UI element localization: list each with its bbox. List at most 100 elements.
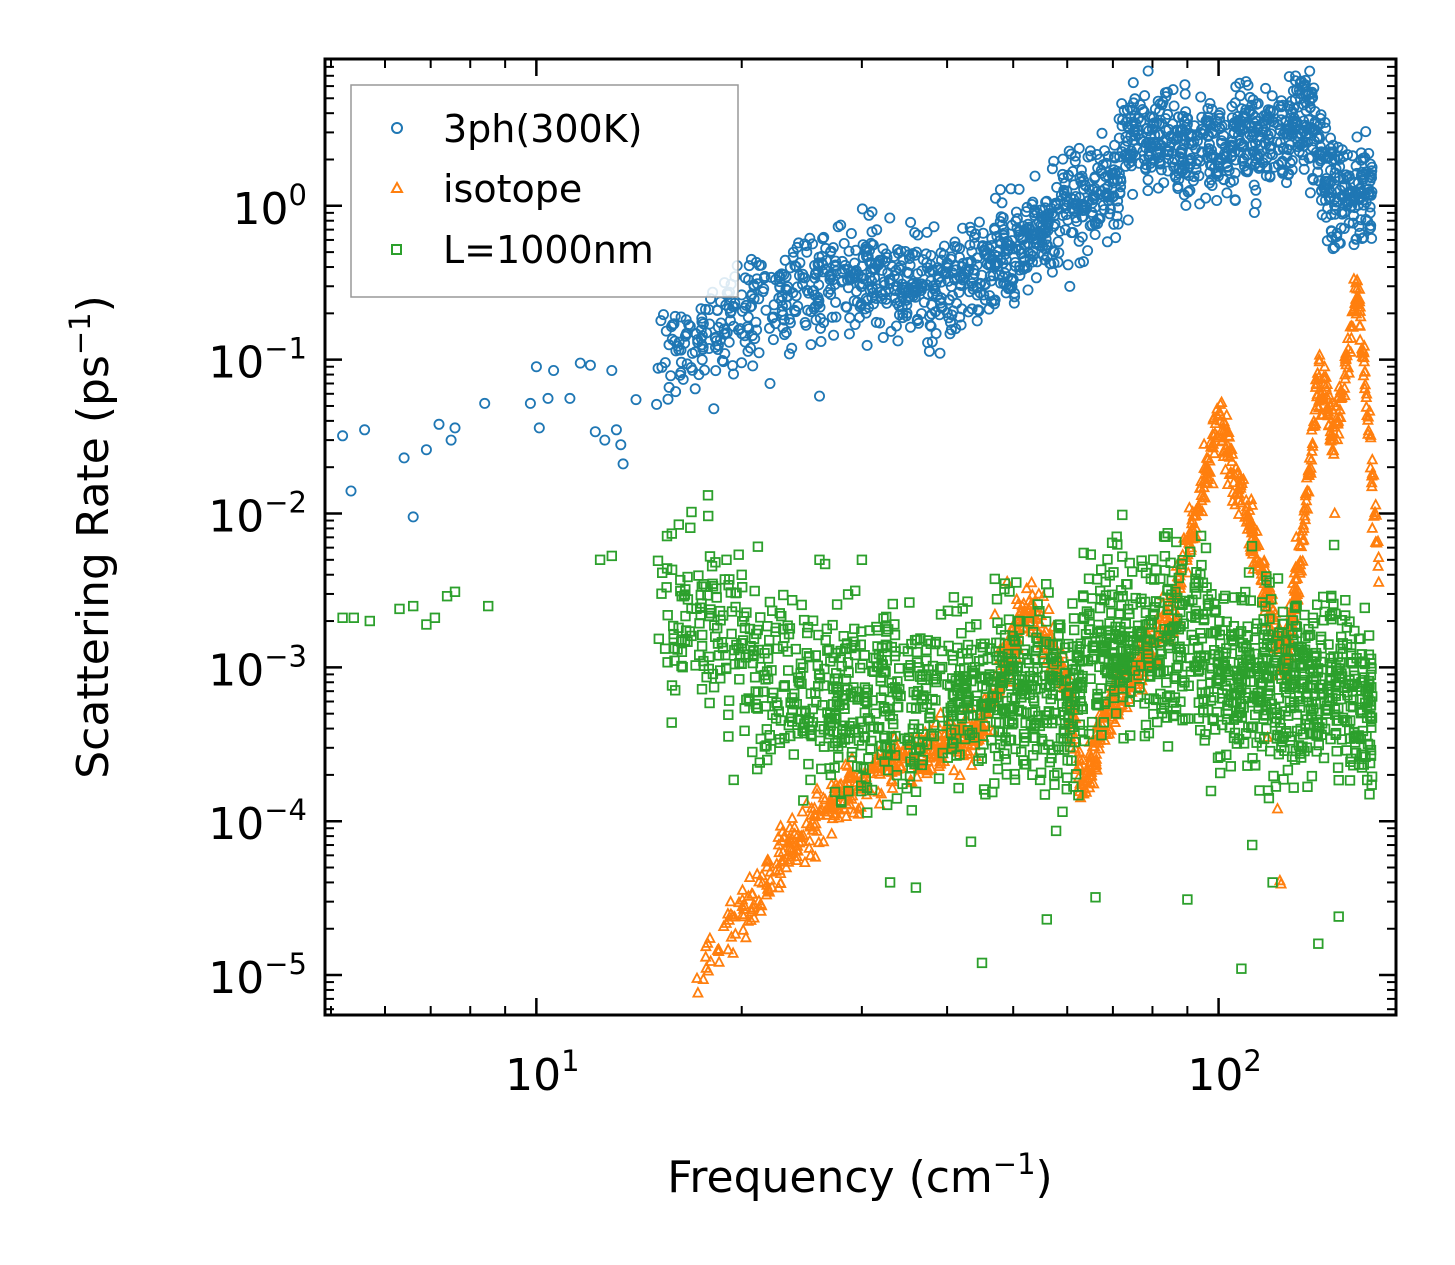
data-point [669,643,680,654]
data-point [748,911,760,923]
data-point [1338,388,1351,401]
data-point [1331,227,1343,239]
data-point [445,434,457,446]
data-point [849,318,861,330]
data-point [787,704,798,716]
data-point [862,713,874,724]
data-point [1152,182,1164,194]
data-point [841,759,854,771]
data-point [774,737,786,749]
data-point [1259,137,1271,149]
data-point [1288,678,1299,689]
data-point [704,697,715,709]
data-point [680,625,692,636]
data-point [836,661,847,672]
data-point [859,650,870,661]
data-point [814,803,826,815]
data-point [852,802,865,814]
data-point [1027,196,1039,208]
data-point [923,345,935,357]
data-point [734,674,745,685]
data-point [1134,625,1145,637]
data-point [1249,648,1260,660]
data-point [840,301,852,313]
data-point [716,354,728,366]
data-point [999,578,1011,589]
data-point [1073,650,1084,661]
data-point [1037,589,1050,601]
data-point [776,610,787,622]
data-point [1348,760,1359,771]
data-point [1073,142,1085,154]
data-point [807,717,819,728]
data-point [908,284,920,296]
data-point [877,254,889,266]
data-point [681,327,693,339]
data-point [1315,153,1327,165]
data-point [1217,449,1230,462]
data-point [1022,284,1034,296]
data-point [1221,187,1233,199]
data-point [1089,754,1102,767]
data-point [894,663,905,674]
data-point [1311,746,1322,757]
data-point [910,786,922,798]
data-point [747,657,759,669]
data-point [1364,207,1376,219]
data-point [987,270,999,282]
data-point [764,634,775,646]
data-point [818,680,830,691]
data-point [835,645,846,657]
data-point [845,227,857,239]
data-point [985,698,997,709]
data-point [885,774,898,787]
data-point [674,369,686,381]
data-point [1208,446,1221,459]
data-point [1059,224,1071,236]
data-point [1025,575,1038,588]
data-point [530,361,542,373]
data-point [983,251,995,263]
data-point [855,761,867,773]
data-point [783,665,794,676]
data-point [1322,705,1334,716]
data-point [1011,213,1023,225]
data-point [805,808,818,820]
data-point [694,618,705,629]
data-point [1298,501,1311,513]
data-point [792,844,804,856]
data-point [980,789,991,800]
data-point [1052,767,1063,779]
data-point [1185,546,1196,558]
data-point [691,971,703,983]
data-point [846,751,858,763]
data-point [1007,243,1019,255]
data-point [1230,461,1242,473]
data-point [1231,115,1243,127]
data-point [1196,633,1208,644]
data-point [885,325,897,337]
data-point [1161,677,1172,688]
data-point [1261,639,1273,650]
data-point [746,300,758,312]
data-point [1088,761,1101,773]
data-point [1134,682,1145,693]
data-point [1186,531,1199,544]
data-point [1328,506,1341,518]
data-point [966,246,978,258]
data-point [1009,256,1021,268]
data-point [854,800,867,812]
data-point [1200,192,1212,204]
data-point [1366,779,1377,790]
data-point [1334,386,1347,398]
data-point [830,311,842,323]
data-point [1103,727,1116,739]
data-point [1355,154,1367,166]
data-point [842,770,855,782]
data-point [1214,107,1226,119]
data-point [662,610,673,621]
data-point [1277,606,1289,618]
data-point [686,603,697,614]
data-point [1041,195,1053,207]
data-point [777,309,789,321]
